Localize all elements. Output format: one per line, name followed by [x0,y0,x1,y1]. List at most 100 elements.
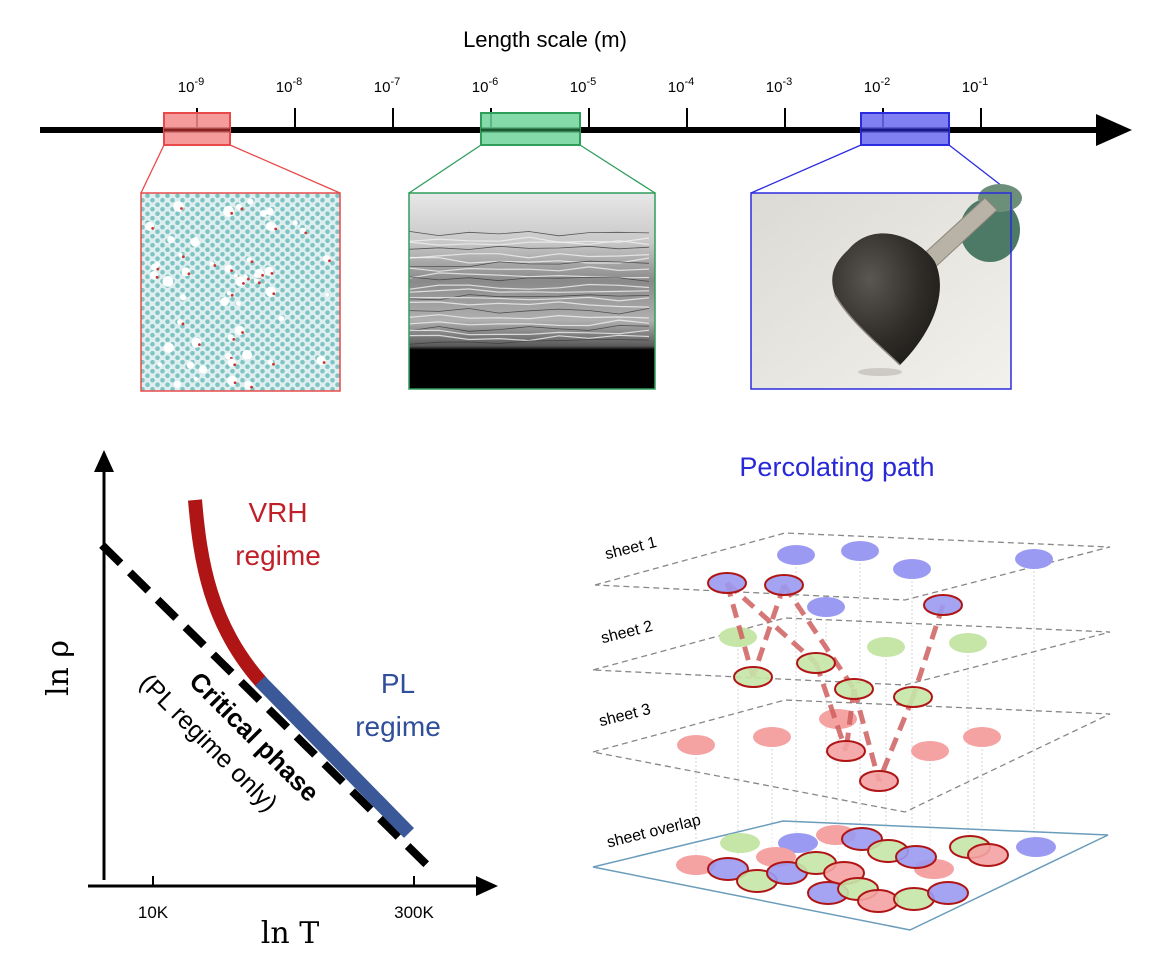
sheet-2-plane [592,617,1111,686]
site [893,559,931,579]
sem-layer-edge [408,245,650,250]
lattice-oxygen [187,272,191,276]
overlap-site [676,855,716,875]
lattice-vacancy [157,362,162,367]
y-axis-arrowhead [94,450,114,472]
lattice-oxygen [197,343,201,347]
lattice-vacancy [220,297,230,306]
sem-layer-edge [408,325,650,332]
resistivity-plot: 10K 300K ln T ln ρ VRH regime PL regime … [41,450,498,951]
lattice-vacancy [267,359,274,366]
site-ellipses [677,541,1053,761]
lattice-vacancy [163,342,174,353]
vrh-label-line2: regime [235,540,321,571]
site [867,637,905,657]
lattice-vacancy [247,198,254,205]
lattice-vacancy [235,276,246,287]
lattice-oxygen [241,331,244,334]
lattice-vacancy [292,220,298,226]
lattice-oxygen [181,322,185,326]
lattice-oxygen [213,264,217,267]
x-axis-arrowhead [476,876,498,896]
atomic-lattice-image [140,192,341,392]
sem-layer-edge [408,319,650,327]
sem-layer-edge [408,230,650,237]
lattice-vacancy [179,294,187,301]
path-site [733,666,773,688]
lattice-vacancy [191,337,202,348]
site [719,627,757,647]
lattice-oxygen [272,292,276,296]
sem-layer-edge [408,301,650,308]
overlap-path-site [895,845,937,869]
sem-layer-edge [408,260,650,267]
lattice-vacancy [174,201,180,207]
length-scale-panel: Length scale (m) 10-9 10-8 10-7 10-6 10-5 10-… [40,27,1132,392]
lattice-vacancy [266,207,274,216]
pl-label-line1: PL [381,668,415,699]
lattice-vacancy [167,235,175,244]
lattice-vacancy [223,205,235,217]
overlap-site [1016,837,1056,857]
length-tick-label: 10-1 [962,76,988,96]
lattice-oxygen [182,255,185,259]
lattice-oxygen [180,207,183,210]
site [753,727,791,747]
lattice-vacancy [299,227,306,235]
path-site [923,594,963,616]
sem-layer-edge [408,296,650,302]
zoom-connectors [140,144,1012,194]
lattice-oxygen [155,275,159,279]
length-scale-title: Length scale (m) [463,27,627,52]
x-tick-label-300k: 300K [394,903,434,922]
sem-layer-edge [408,256,650,264]
length-tick-label: 10-7 [374,76,400,96]
sem-layer-edge [408,314,650,320]
site [807,597,845,617]
sheet-1-label: sheet 1 [603,534,658,563]
lattice-oxygen [230,269,233,273]
length-tick-label: 10-6 [472,76,498,96]
lattice-oxygen [322,361,326,364]
lattice-oxygen [233,381,237,385]
lattice-vacancy [209,261,215,266]
lattice-vacancy [235,203,242,210]
percolation-title: Percolating path [739,452,934,482]
sem-layer-edge [408,334,650,342]
percolation-diagram: Percolating path sheet 1 sheet 2 sheet 3… [592,452,1111,931]
lattice-oxygen [270,271,274,275]
sem-layer-edge [408,240,650,246]
y-axis-label: ln ρ [41,640,76,696]
site [777,545,815,565]
sem-layer-edge [408,253,650,259]
sem-layer-edge [408,294,650,301]
lattice-oxygen [250,385,253,389]
lattice-oxygen [304,231,308,235]
sheet-1-plane [594,532,1111,601]
lattice-vacancy [246,257,252,263]
length-tick-label: 10-4 [668,76,694,96]
x-axis-label: ln T [261,916,319,951]
sheet-2-label: sheet 2 [599,618,654,647]
percolating-path [724,581,946,782]
lattice-vacancy [198,365,208,374]
lattice-oxygen [230,211,234,215]
path-site [834,678,874,700]
lattice-oxygen [261,273,264,277]
pl-label-line2: regime [355,711,441,742]
length-tick-label: 10-8 [276,76,302,96]
lattice-vacancy [253,278,259,284]
lattice-vacancy [233,273,238,278]
lattice-vacancy [278,315,285,322]
lattice-oxygen [272,362,275,366]
site [1015,549,1053,569]
path-segment [876,696,916,782]
length-tick-label: 10-9 [178,76,204,96]
lattice-oxygen [250,260,254,264]
site [949,633,987,653]
path-segment [851,688,882,782]
path-segment [813,662,849,752]
path-site [796,652,836,674]
length-scale-arrowhead [1096,114,1132,146]
sheet-3-label: sheet 3 [597,701,652,730]
